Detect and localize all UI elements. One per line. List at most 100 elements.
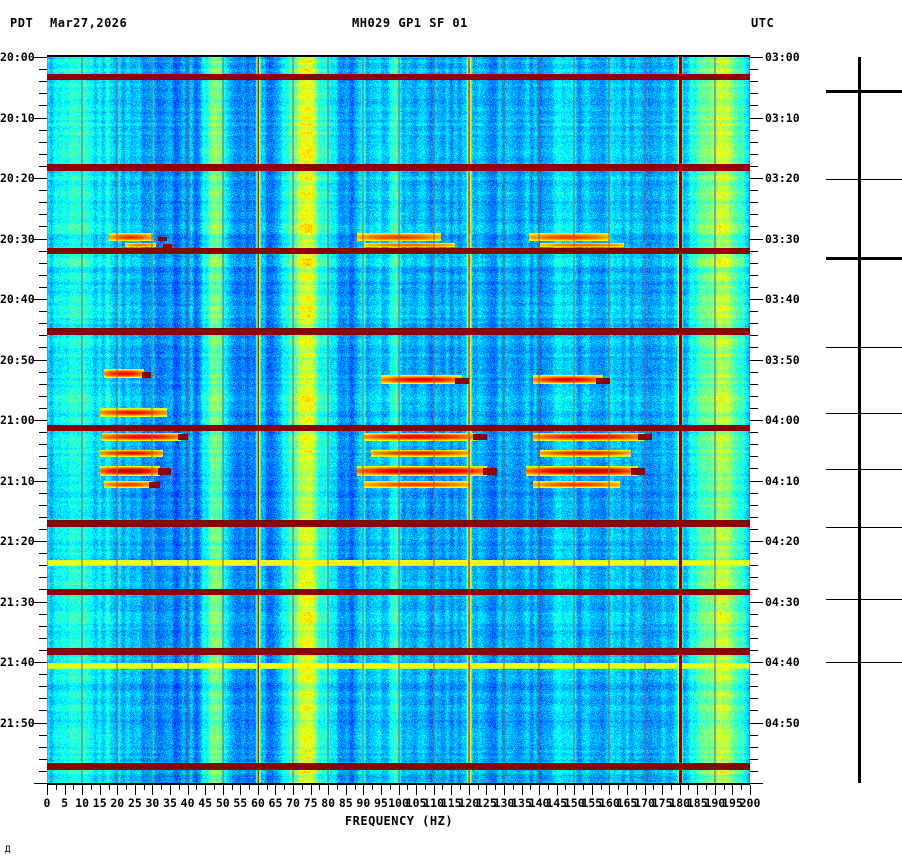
plot-border-top (47, 55, 750, 57)
freq-major-tick (82, 785, 83, 795)
freq-minor-tick (530, 785, 531, 790)
trace-panel[interactable] (790, 57, 902, 783)
axis-minor-tick (39, 202, 47, 203)
axis-minor-tick (39, 456, 47, 457)
freq-major-tick (240, 785, 241, 795)
axis-minor-tick (750, 323, 758, 324)
frequency-tick-label: 15 (92, 796, 107, 810)
axis-minor-tick (39, 142, 47, 143)
freq-minor-tick (196, 785, 197, 790)
axis-minor-tick (750, 771, 758, 772)
freq-major-tick (346, 785, 347, 795)
freq-major-tick (363, 785, 364, 795)
axis-minor-tick (39, 311, 47, 312)
axis-minor-tick (39, 166, 47, 167)
axis-minor-tick (39, 396, 47, 397)
frequency-tick-label: 5 (61, 796, 69, 810)
freq-minor-tick (671, 785, 672, 790)
freq-major-tick (205, 785, 206, 795)
freq-minor-tick (214, 785, 215, 790)
right-axis-time-label: 04:30 (765, 595, 800, 609)
left-axis-time-label: 21:40 (0, 655, 35, 669)
frequency-tick-label: 105 (405, 796, 427, 810)
axis-major-tick (34, 360, 47, 361)
axis-major-tick (750, 723, 763, 724)
freq-major-tick (117, 785, 118, 795)
freq-major-tick (434, 785, 435, 795)
axis-minor-tick (39, 747, 47, 748)
freq-major-tick (732, 785, 733, 795)
axis-minor-tick (39, 287, 47, 288)
freq-major-tick (293, 785, 294, 795)
axis-minor-tick (750, 589, 758, 590)
freq-minor-tick (126, 785, 127, 790)
axis-minor-tick (750, 384, 758, 385)
freq-minor-tick (267, 785, 268, 790)
axis-minor-tick (39, 698, 47, 699)
freq-major-tick (416, 785, 417, 795)
axis-minor-tick (750, 468, 758, 469)
axis-minor-tick (39, 686, 47, 687)
axis-minor-tick (750, 735, 758, 736)
axis-minor-tick (39, 154, 47, 155)
axis-minor-tick (39, 529, 47, 530)
axis-major-tick (750, 420, 763, 421)
frequency-tick-label: 150 (563, 796, 585, 810)
trace-vertical-axis (858, 57, 861, 783)
axis-minor-tick (750, 650, 758, 651)
axis-minor-tick (39, 69, 47, 70)
frequency-tick-label: 175 (651, 796, 673, 810)
axis-minor-tick (750, 347, 758, 348)
frequency-tick-label: 45 (198, 796, 213, 810)
axis-major-tick (750, 541, 763, 542)
left-axis-time-label: 21:50 (0, 716, 35, 730)
axis-major-tick (34, 481, 47, 482)
axis-minor-tick (750, 432, 758, 433)
freq-major-tick (170, 785, 171, 795)
axis-minor-tick (39, 626, 47, 627)
axis-minor-tick (750, 142, 758, 143)
freq-major-tick (47, 785, 48, 795)
trace-marker-line (826, 257, 902, 260)
frequency-tick-label: 170 (634, 796, 655, 810)
axis-minor-tick (750, 251, 758, 252)
axis-minor-tick (750, 226, 758, 227)
header-bar: PDT Mar27,2026 MH029 GP1 SF 01 UTC (0, 0, 902, 46)
freq-major-tick (486, 785, 487, 795)
axis-minor-tick (750, 698, 758, 699)
freq-major-tick (680, 785, 681, 795)
frequency-tick-label: 160 (599, 796, 620, 810)
axis-minor-tick (750, 674, 758, 675)
axis-minor-tick (39, 190, 47, 191)
axis-minor-tick (750, 335, 758, 336)
freq-major-tick (715, 785, 716, 795)
axis-minor-tick (39, 759, 47, 760)
axis-minor-tick (750, 505, 758, 506)
frequency-tick-label: 0 (43, 796, 51, 810)
axis-minor-tick (39, 577, 47, 578)
axis-major-tick (34, 662, 47, 663)
axis-major-tick (750, 481, 763, 482)
frequency-tick-label: 100 (388, 796, 409, 810)
freq-minor-tick (56, 785, 57, 790)
trace-marker-line (826, 662, 902, 663)
freq-minor-tick (653, 785, 654, 790)
axis-minor-tick (750, 493, 758, 494)
axis-minor-tick (750, 190, 758, 191)
frequency-tick-label: 135 (511, 796, 532, 810)
axis-minor-tick (39, 323, 47, 324)
freq-major-tick (645, 785, 646, 795)
spectrogram-canvas-container[interactable] (47, 57, 750, 783)
spectrogram-plot[interactable] (47, 57, 750, 783)
axis-minor-tick (750, 759, 758, 760)
right-axis-time-label: 04:20 (765, 534, 800, 548)
axis-minor-tick (750, 202, 758, 203)
left-axis-time-label: 20:50 (0, 353, 35, 367)
freq-minor-tick (513, 785, 514, 790)
axis-minor-tick (750, 444, 758, 445)
frequency-tick-label: 140 (528, 796, 550, 810)
freq-minor-tick (73, 785, 74, 790)
right-axis-time-label: 04:00 (765, 413, 800, 427)
axis-major-tick (34, 57, 47, 58)
right-axis-time-label: 03:00 (765, 50, 800, 64)
